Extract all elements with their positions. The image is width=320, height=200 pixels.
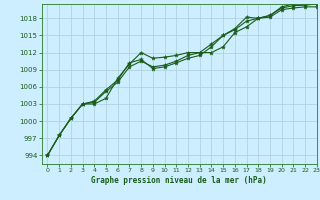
X-axis label: Graphe pression niveau de la mer (hPa): Graphe pression niveau de la mer (hPa): [91, 176, 267, 185]
